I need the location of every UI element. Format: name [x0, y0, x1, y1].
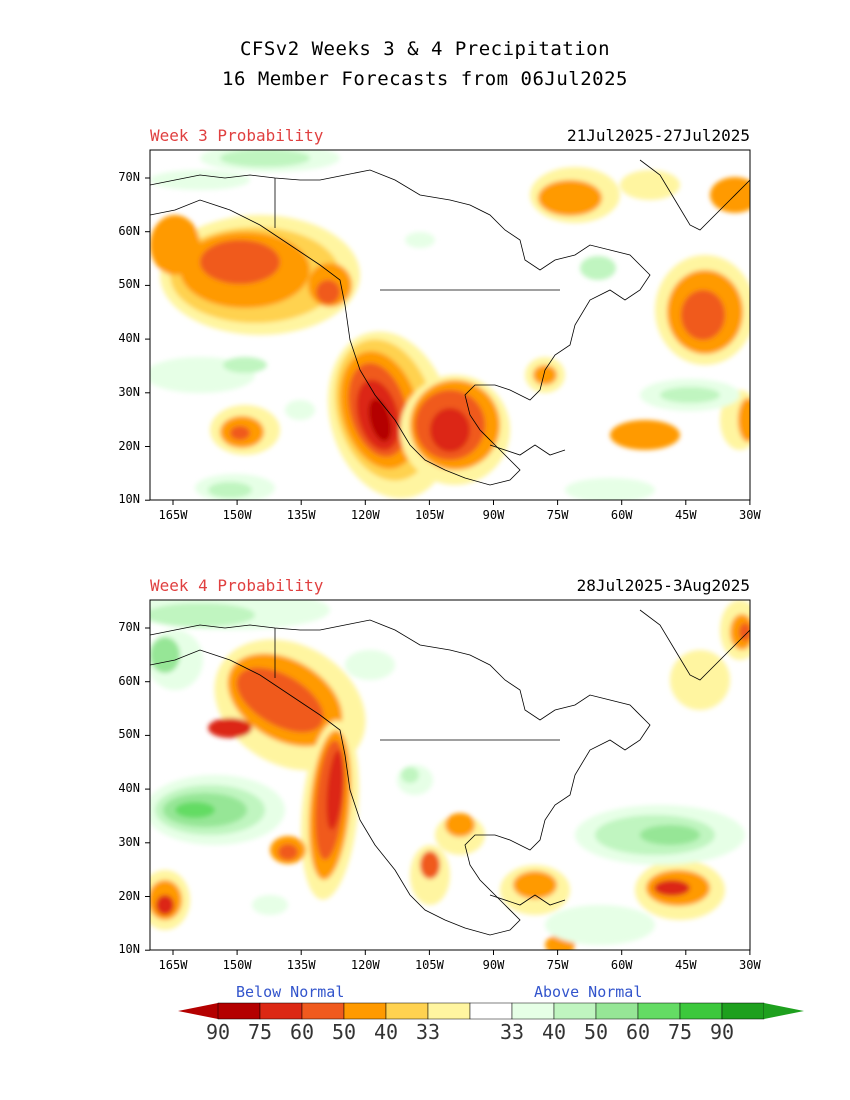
lat-tick-label: 60N [118, 223, 140, 238]
lon-tick-label: 150W [222, 958, 252, 972]
legend-value: 40 [541, 1020, 567, 1044]
lon-tick-label: 135W [286, 508, 316, 522]
legend-swatch [637, 1002, 681, 1020]
lon-tick-label: 135W [286, 958, 316, 972]
legend-value: 33 [415, 1020, 441, 1044]
lat-tick-label: 40N [118, 781, 140, 796]
figure-title-line1: CFSv2 Weeks 3 & 4 Precipitation [239, 38, 611, 60]
legend-value: 75 [667, 1020, 693, 1044]
legend-swatch [217, 1002, 261, 1020]
legend-swatch [595, 1002, 639, 1020]
legend-swatch [511, 1002, 555, 1020]
legend-value: 75 [247, 1020, 273, 1044]
legend-swatch [427, 1002, 471, 1020]
lon-tick-label: 150W [222, 508, 252, 522]
lat-tick-label: 40N [118, 331, 140, 346]
legend-value: 50 [583, 1020, 609, 1044]
lon-tick-label: 120W [350, 508, 380, 522]
lon-tick-label: 105W [414, 958, 444, 972]
lat-tick-label: 60N [118, 673, 140, 688]
figure-title-line2: 16 Member Forecasts from 06Jul2025 [222, 68, 628, 90]
lon-tick-label: 30W [739, 958, 761, 972]
lat-tick-label: 10N [118, 942, 140, 957]
legend-value: 33 [499, 1020, 525, 1044]
below-normal-label: Below Normal [236, 983, 345, 1001]
legend-swatch [553, 1002, 597, 1020]
legend-swatch [679, 1002, 723, 1020]
legend-swatch [301, 1002, 345, 1020]
legend-value: 40 [373, 1020, 399, 1044]
lon-tick-label: 60W [610, 958, 633, 972]
lon-tick-label: 165W [158, 508, 188, 522]
lat-tick-label: 30N [118, 384, 140, 399]
legend-swatch [343, 1002, 387, 1020]
lon-tick-label: 30W [739, 508, 761, 522]
legend-swatch [385, 1002, 429, 1020]
legend-value: 60 [625, 1020, 651, 1044]
legend-swatch [721, 1002, 765, 1020]
week4-map [150, 600, 750, 950]
lat-tick-label: 20N [118, 438, 140, 453]
lat-tick-label: 30N [118, 834, 140, 849]
legend-colorbar [178, 1002, 804, 1020]
lon-tick-label: 75W [546, 508, 569, 522]
lon-tick-label: 90W [482, 508, 505, 522]
lat-tick-label: 70N [118, 170, 140, 184]
lat-tick-label: 50N [118, 277, 140, 292]
lat-tick-label: 20N [118, 888, 140, 903]
lon-tick-label: 45W [674, 958, 697, 972]
lon-tick-label: 75W [546, 958, 569, 972]
lat-tick-label: 10N [118, 492, 140, 507]
lon-tick-label: 120W [350, 958, 380, 972]
legend-arrow-below [178, 1003, 218, 1019]
lon-tick-label: 90W [482, 958, 505, 972]
legend-swatch [469, 1002, 513, 1020]
legend-value: 90 [205, 1020, 231, 1044]
week3-map [150, 150, 750, 500]
week4-label: Week 4 Probability [150, 576, 324, 595]
week3-label: Week 3 Probability [150, 126, 324, 145]
lat-tick-label: 70N [118, 620, 140, 634]
above-normal-label: Above Normal [534, 983, 643, 1001]
lon-tick-label: 45W [674, 508, 697, 522]
lon-tick-label: 60W [610, 508, 633, 522]
lon-tick-label: 105W [414, 508, 444, 522]
legend-value: 60 [289, 1020, 315, 1044]
lat-tick-label: 50N [118, 727, 140, 742]
legend-value: 90 [709, 1020, 735, 1044]
legend-arrow-above [764, 1003, 804, 1019]
week3-dates: 21Jul2025-27Jul2025 [566, 126, 750, 145]
lon-tick-label: 165W [158, 958, 188, 972]
week4-dates: 28Jul2025-3Aug2025 [576, 576, 750, 595]
legend-swatch [259, 1002, 303, 1020]
legend-value: 50 [331, 1020, 357, 1044]
